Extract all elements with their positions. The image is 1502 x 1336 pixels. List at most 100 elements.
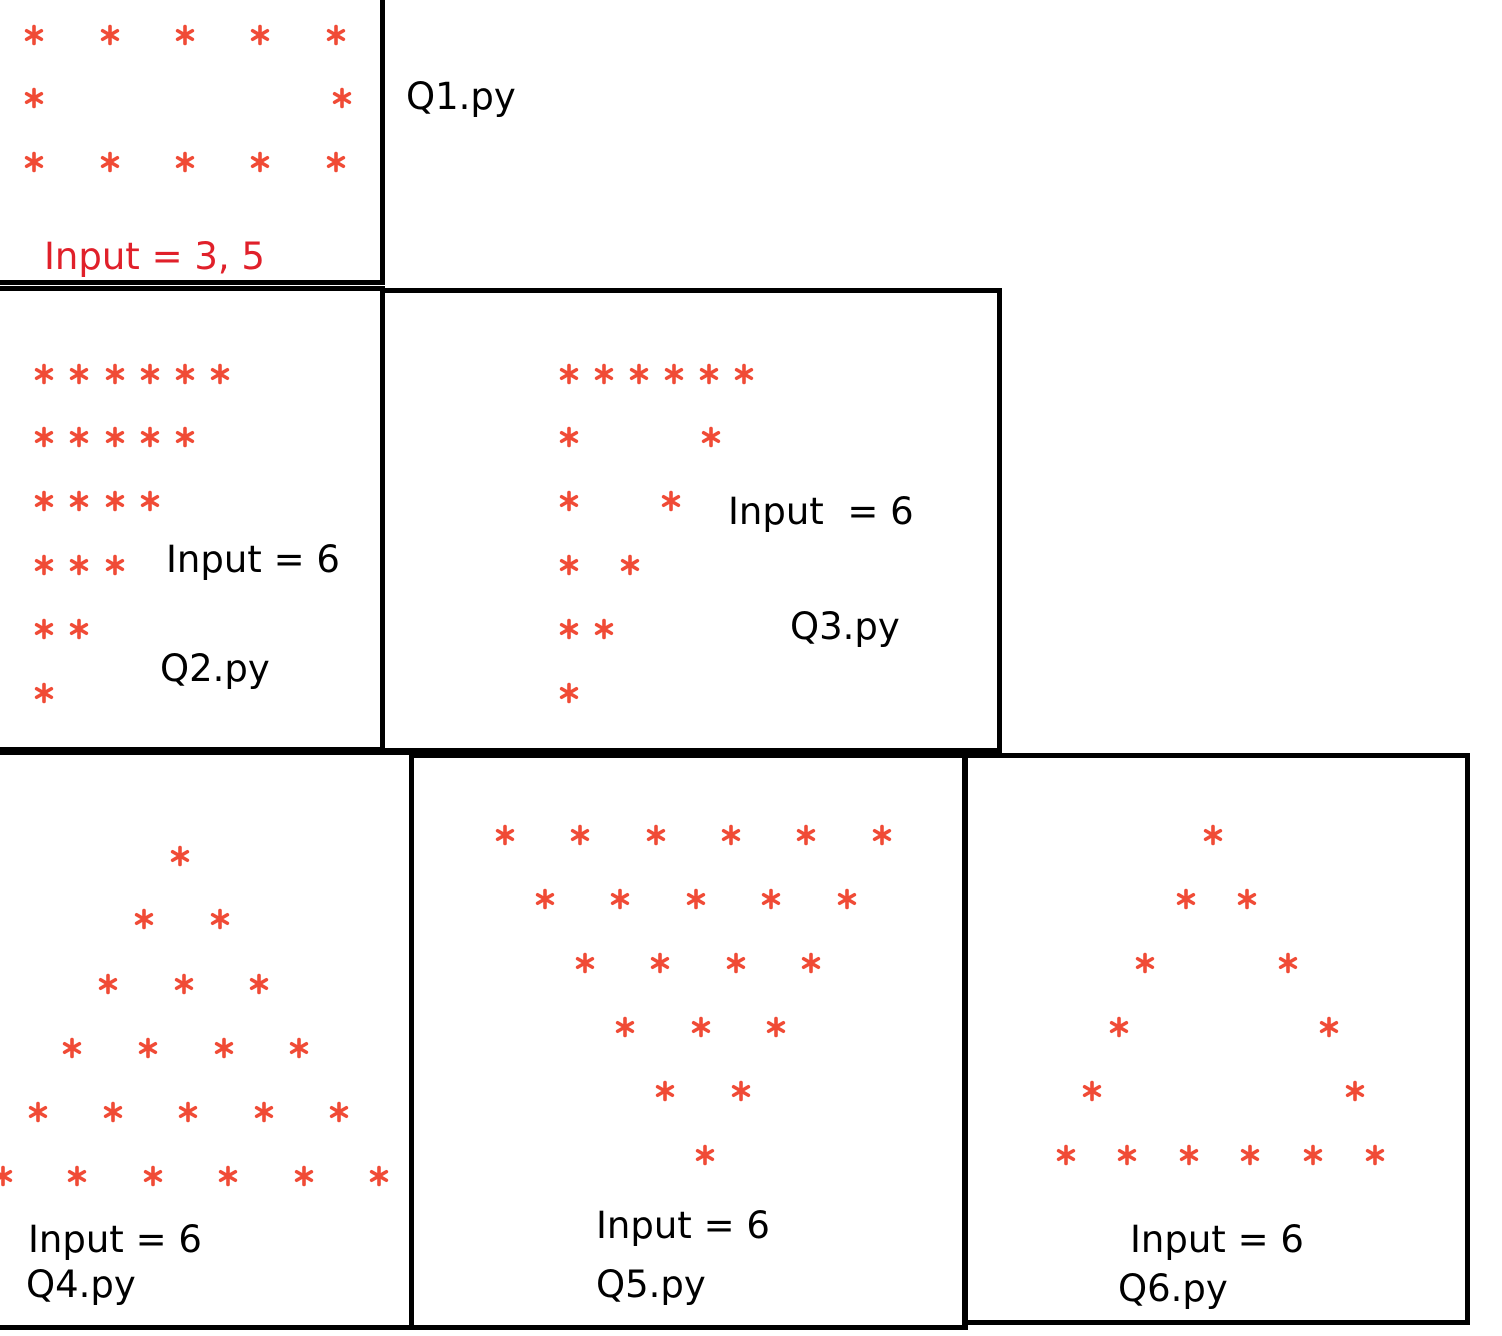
q2-star-icon: [34, 682, 54, 704]
q6-star-icon: [1345, 1080, 1365, 1102]
q5-star-icon: [575, 952, 595, 974]
q4-star-icon: [103, 1101, 123, 1123]
q5-star-icon: [721, 824, 741, 846]
q2-star-icon: [69, 426, 89, 448]
q5-star-icon: [766, 1016, 786, 1038]
q6-star-icon: [1135, 952, 1155, 974]
q1-star-icon: [24, 151, 44, 173]
q4-star-icon: [28, 1101, 48, 1123]
q5-star-icon: [646, 824, 666, 846]
q5-star-icon: [686, 888, 706, 910]
q5-star-icon: [837, 888, 857, 910]
q1-star-icon: [326, 24, 346, 46]
q5-star-icon: [495, 824, 515, 846]
q1-star-icon: [250, 24, 270, 46]
q4-star-icon: [62, 1037, 82, 1059]
q3-star-icon: [559, 363, 579, 385]
q4-star-icon: [210, 908, 230, 930]
q5-star-icon: [650, 952, 670, 974]
q6-star-icon: [1365, 1144, 1385, 1166]
q2-input-label: Input = 6: [166, 538, 340, 581]
q6-star-icon: [1056, 1144, 1076, 1166]
q5-star-icon: [796, 824, 816, 846]
q4-star-icon: [138, 1037, 158, 1059]
q6-star-icon: [1117, 1144, 1137, 1166]
q1-star-icon: [24, 87, 44, 109]
q4-input-label: Input = 6: [28, 1218, 202, 1261]
q6-input-label: Input = 6: [1130, 1218, 1304, 1261]
q2-star-icon: [140, 490, 160, 512]
q1-star-icon: [326, 151, 346, 173]
q3-star-icon: [559, 426, 579, 448]
q2-filename: Q2.py: [160, 647, 270, 690]
q4-star-icon: [294, 1165, 314, 1187]
q1-star-icon: [175, 24, 195, 46]
q3-star-icon: [664, 363, 684, 385]
q2-star-icon: [69, 618, 89, 640]
panel-q1-frame: [0, 0, 385, 285]
q4-star-icon: [134, 908, 154, 930]
q6-star-icon: [1278, 952, 1298, 974]
q3-star-icon: [661, 490, 681, 512]
q5-filename: Q5.py: [596, 1263, 706, 1306]
q1-filename: Q1.py: [406, 75, 516, 118]
q6-star-icon: [1237, 888, 1257, 910]
q2-star-icon: [105, 426, 125, 448]
q4-star-icon: [170, 845, 190, 867]
q1-star-icon: [175, 151, 195, 173]
q2-star-icon: [34, 618, 54, 640]
q3-star-icon: [734, 363, 754, 385]
q5-star-icon: [761, 888, 781, 910]
q5-star-icon: [615, 1016, 635, 1038]
q5-star-icon: [695, 1144, 715, 1166]
q4-star-icon: [369, 1165, 389, 1187]
q4-star-icon: [218, 1165, 238, 1187]
q5-star-icon: [691, 1016, 711, 1038]
q6-star-icon: [1303, 1144, 1323, 1166]
q4-star-icon: [174, 973, 194, 995]
q6-star-icon: [1319, 1016, 1339, 1038]
q1-star-icon: [100, 151, 120, 173]
q3-input-label: Input = 6: [728, 490, 914, 533]
q2-star-icon: [140, 363, 160, 385]
q5-star-icon: [731, 1080, 751, 1102]
q2-star-icon: [105, 490, 125, 512]
q4-star-icon: [214, 1037, 234, 1059]
q5-star-icon: [655, 1080, 675, 1102]
q3-star-icon: [559, 618, 579, 640]
q5-star-icon: [610, 888, 630, 910]
q3-star-icon: [594, 618, 614, 640]
q6-star-icon: [1203, 824, 1223, 846]
q6-filename: Q6.py: [1118, 1267, 1228, 1310]
q2-star-icon: [34, 490, 54, 512]
q2-star-icon: [105, 363, 125, 385]
panel-q3-frame: [380, 288, 1002, 753]
q4-filename: Q4.py: [26, 1263, 136, 1306]
q2-star-icon: [69, 490, 89, 512]
q4-star-icon: [67, 1165, 87, 1187]
q6-star-icon: [1082, 1080, 1102, 1102]
q5-star-icon: [801, 952, 821, 974]
q2-star-icon: [34, 554, 54, 576]
q6-star-icon: [1109, 1016, 1129, 1038]
q1-star-icon: [332, 87, 352, 109]
panel-q6-frame: [962, 753, 1470, 1325]
q4-star-icon: [289, 1037, 309, 1059]
q2-star-icon: [69, 554, 89, 576]
q4-star-icon: [254, 1101, 274, 1123]
q3-star-icon: [701, 426, 721, 448]
q5-input-label: Input = 6: [596, 1204, 770, 1247]
q2-star-icon: [175, 426, 195, 448]
q3-star-icon: [699, 363, 719, 385]
q5-star-icon: [535, 888, 555, 910]
q2-star-icon: [34, 363, 54, 385]
q4-star-icon: [0, 1165, 13, 1187]
q2-star-icon: [175, 363, 195, 385]
q5-star-icon: [872, 824, 892, 846]
q2-star-icon: [140, 426, 160, 448]
q3-star-icon: [559, 490, 579, 512]
q1-input-label: Input = 3, 5: [44, 235, 265, 278]
q2-star-icon: [210, 363, 230, 385]
q1-star-icon: [24, 24, 44, 46]
q1-star-icon: [250, 151, 270, 173]
